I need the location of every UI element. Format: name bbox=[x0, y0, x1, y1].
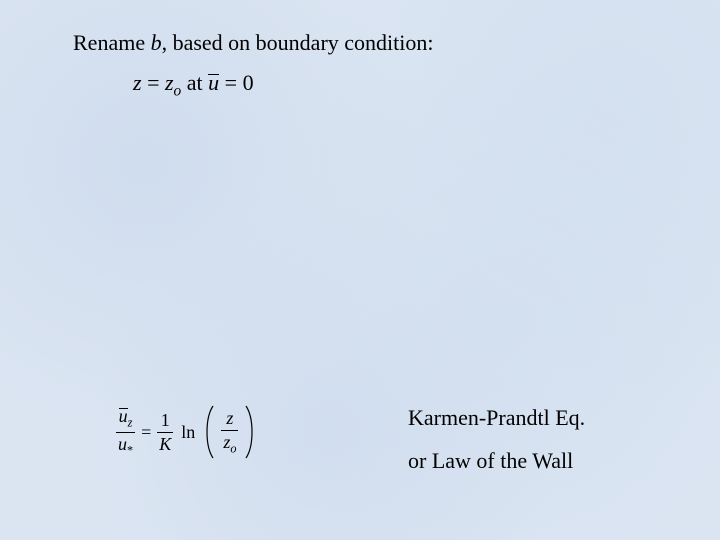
K: K bbox=[157, 435, 173, 454]
bc-z2: z bbox=[165, 70, 174, 95]
caption-line-1: Karmen-Prandtl Eq. bbox=[408, 405, 585, 431]
zo-den: zo bbox=[221, 433, 238, 455]
equals-sign: = bbox=[141, 422, 151, 443]
heading-pre: Rename bbox=[73, 30, 151, 55]
uz-u: u bbox=[119, 406, 128, 426]
frac-uz-over-ustar: uz u* bbox=[116, 407, 135, 457]
bc-eq1: = bbox=[142, 70, 165, 95]
zo-o: o bbox=[230, 441, 236, 455]
bc-at: at bbox=[181, 70, 208, 95]
equation-line: uz u* = 1 K ln z zo bbox=[116, 404, 296, 460]
frac-bar-3 bbox=[221, 430, 238, 431]
frac-num-uz: uz bbox=[117, 407, 135, 429]
z-num: z bbox=[224, 409, 235, 428]
bc-z1: z bbox=[133, 70, 142, 95]
uz-bar: u bbox=[119, 407, 128, 426]
frac-z-over-zo: z zo bbox=[221, 409, 238, 455]
frac-1-over-K: 1 K bbox=[157, 411, 173, 454]
ln: ln bbox=[179, 422, 197, 443]
frac-bar-2 bbox=[157, 432, 173, 433]
ustar-sub: * bbox=[127, 443, 133, 457]
boundary-condition: z = zo at u = 0 bbox=[133, 70, 254, 100]
bc-zero: 0 bbox=[243, 70, 254, 95]
ustar-u: u bbox=[118, 434, 127, 454]
right-paren-icon bbox=[244, 404, 256, 460]
heading-var-b: b bbox=[151, 30, 162, 55]
heading: Rename b, based on boundary condition: bbox=[73, 30, 434, 56]
bc-ubar: u bbox=[208, 70, 219, 96]
frac-bar-1 bbox=[116, 432, 135, 433]
one: 1 bbox=[159, 411, 172, 430]
bc-u: u bbox=[208, 70, 219, 95]
left-paren-icon bbox=[203, 404, 215, 460]
bc-eq2: = bbox=[219, 70, 242, 95]
caption-line-2: or Law of the Wall bbox=[408, 448, 573, 474]
heading-post: , based on boundary condition: bbox=[162, 30, 434, 55]
equation: uz u* = 1 K ln z zo bbox=[116, 404, 296, 482]
uz-sub: z bbox=[128, 416, 133, 430]
frac-den-ustar: u* bbox=[116, 435, 135, 457]
